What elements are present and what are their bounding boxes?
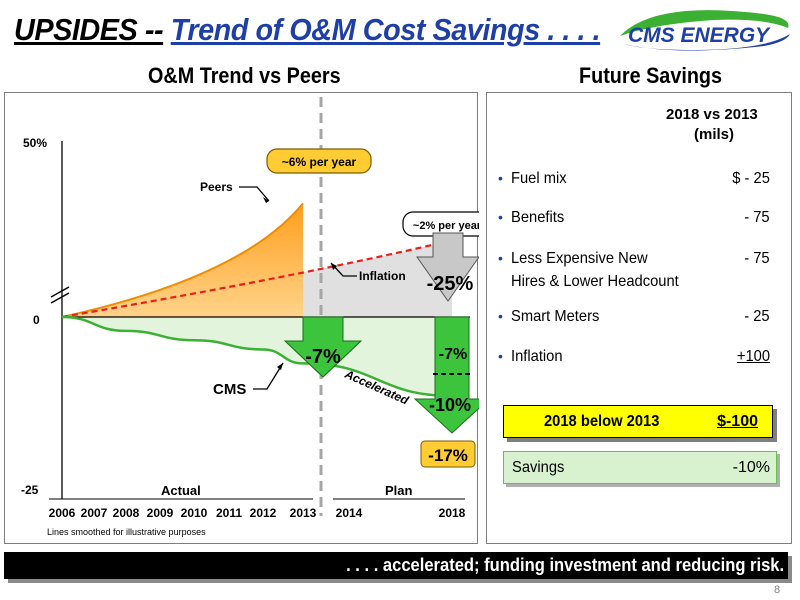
actual-reduction-arrow bbox=[283, 316, 363, 378]
cms-line bbox=[61, 315, 453, 398]
peers-area bbox=[62, 203, 303, 317]
bullet-icon: • bbox=[498, 250, 503, 266]
om-trend-chart: 50% 0 -25 2006 2007 2008 2009 2010 2011 2012 20… bbox=[21, 97, 479, 537]
total-value: $-100 bbox=[717, 413, 758, 430]
x-tick-2011: 2011 bbox=[216, 506, 242, 520]
x-tick-2013: 2013 bbox=[290, 506, 317, 520]
x-tick-2014: 2014 bbox=[336, 506, 363, 520]
inflation-leader-head bbox=[331, 263, 337, 270]
actual-reduction-text: -7% bbox=[305, 346, 341, 368]
inflation-line bbox=[61, 239, 453, 319]
bullet-icon: • bbox=[498, 209, 503, 225]
footer-message-bar: . . . . accelerated; funding investment … bbox=[4, 552, 788, 579]
plan-label: Plan bbox=[385, 483, 413, 498]
savings-item-new-hires: • Less Expensive New Hires & Lower Headc… bbox=[498, 250, 770, 290]
bullet-icon: • bbox=[498, 170, 503, 186]
title-prefix: UPSIDES -- bbox=[14, 12, 164, 47]
savings-label: Savings bbox=[512, 459, 565, 476]
right-panel-title: Future Savings bbox=[579, 63, 723, 88]
footer-message: . . . . accelerated; funding investment … bbox=[345, 555, 784, 575]
inflation-rate-text: ~2% per year bbox=[413, 220, 479, 232]
plan-step1-text: -7% bbox=[439, 346, 467, 363]
title-main: Trend of O&M Cost Savings . . . . bbox=[170, 12, 601, 47]
x-tick-2018: 2018 bbox=[439, 506, 466, 520]
bullet-icon: • bbox=[498, 348, 503, 364]
bullet-icon: • bbox=[498, 308, 503, 324]
savings-percent-box: Savings -10% bbox=[503, 451, 777, 484]
cms-savings-area bbox=[62, 317, 452, 396]
gap-arrow bbox=[416, 232, 479, 302]
peers-series-label: Peers bbox=[200, 180, 233, 194]
column-header-years: 2018 vs 2013 bbox=[666, 106, 758, 123]
savings-item-smart-meters: • Smart Meters - 25 bbox=[498, 308, 770, 325]
savings-item-fuel-mix: • Fuel mix $ - 25 bbox=[498, 170, 770, 187]
total-savings-box: 2018 below 2013 $-100 bbox=[503, 405, 773, 438]
left-panel-title: O&M Trend vs Peers bbox=[148, 63, 341, 88]
cms-series-label: CMS bbox=[213, 381, 246, 398]
x-tick-2006: 2006 bbox=[49, 506, 76, 520]
x-tick-labels: 2006 2007 2008 2009 2010 2011 2012 2013 2014 2018 bbox=[49, 506, 466, 520]
page-number: 8 bbox=[774, 584, 781, 596]
peers-rate-text: ~6% per year bbox=[282, 155, 357, 169]
gap-text: -25% bbox=[427, 273, 474, 295]
savings-item-inflation: • Inflation +100 bbox=[498, 348, 770, 365]
total-label: 2018 below 2013 bbox=[544, 413, 660, 430]
x-tick-2008: 2008 bbox=[113, 506, 140, 520]
plan-total-text: -17% bbox=[428, 446, 468, 465]
slide-title: UPSIDES -- Trend of O&M Cost Savings . .… bbox=[14, 12, 601, 52]
savings-item-benefits: • Benefits - 75 bbox=[498, 209, 770, 226]
peers-rate-callout bbox=[266, 148, 372, 174]
peers-line bbox=[61, 202, 304, 318]
logo-text: CMS ENERGY bbox=[628, 24, 771, 47]
column-header-units: (mils) bbox=[694, 126, 735, 143]
plan-reduction-arrow bbox=[413, 316, 479, 434]
peers-leader bbox=[239, 186, 270, 202]
chart-note: Lines smoothed for illustrative purposes bbox=[47, 527, 206, 537]
peers-leader-head bbox=[263, 197, 269, 203]
savings-value: -10% bbox=[732, 459, 770, 476]
actual-label: Actual bbox=[161, 483, 201, 498]
y-tick-0: 0 bbox=[33, 313, 40, 327]
cms-leader-head bbox=[277, 363, 283, 370]
axis-break bbox=[50, 286, 70, 304]
cms-energy-logo: CMS ENERGY bbox=[620, 10, 790, 51]
plan-total-callout bbox=[420, 440, 476, 468]
inflation-series-label: Inflation bbox=[359, 269, 406, 283]
plan-step2-text: -10% bbox=[429, 395, 471, 415]
x-tick-2012: 2012 bbox=[250, 506, 277, 520]
y-tick-50: 50% bbox=[23, 136, 47, 150]
y-tick-minus25: -25 bbox=[21, 483, 39, 497]
x-tick-2007: 2007 bbox=[81, 506, 108, 520]
inflation-gap-area bbox=[62, 240, 452, 317]
chart-panel: 50% 0 -25 2006 2007 2008 2009 2010 2011 2012 20… bbox=[4, 92, 479, 544]
x-tick-2010: 2010 bbox=[181, 506, 208, 520]
cms-leader bbox=[253, 362, 284, 390]
x-tick-2009: 2009 bbox=[147, 506, 174, 520]
